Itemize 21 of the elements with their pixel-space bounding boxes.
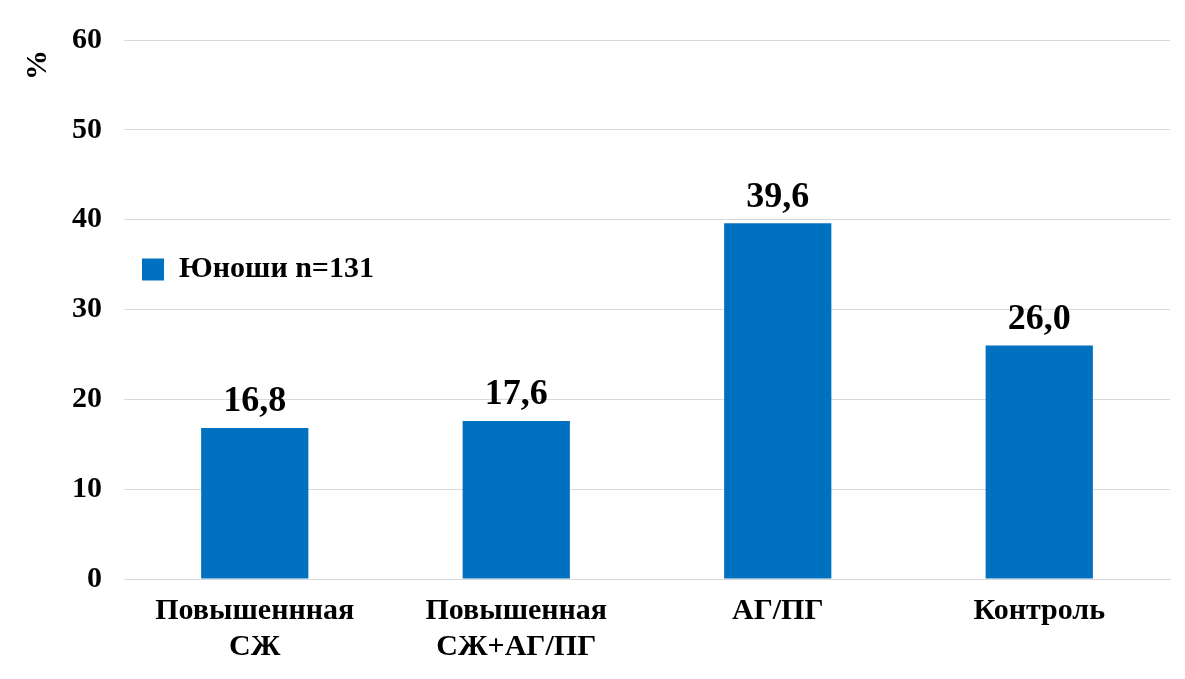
bar: [462, 420, 570, 579]
y-tick-label: 20: [72, 380, 102, 414]
y-tick-label: 60: [72, 20, 102, 54]
data-label: 17,6: [484, 372, 548, 413]
y-tick-label: 30: [72, 290, 102, 324]
bar: [201, 428, 309, 579]
bar: [724, 223, 832, 579]
data-label: 39,6: [746, 174, 810, 215]
data-label: 26,0: [1007, 296, 1071, 337]
y-axis-title: %: [18, 50, 52, 80]
x-tick-label: Повышенная СЖ+АГ/ПГ: [425, 591, 608, 661]
y-tick-label: 10: [72, 469, 102, 503]
y-tick-label: 40: [72, 200, 102, 234]
legend-label: Юноши n=131: [179, 250, 374, 284]
data-label: 16,8: [223, 379, 287, 420]
x-tick-label: АГ/ПГ: [731, 591, 824, 625]
x-tick-label: Повышеннная СЖ: [155, 591, 355, 661]
y-tick-label: 50: [72, 110, 102, 144]
y-tick-label: 0: [87, 559, 102, 593]
bar: [985, 345, 1093, 579]
x-tick-label: Контроль: [973, 591, 1106, 625]
